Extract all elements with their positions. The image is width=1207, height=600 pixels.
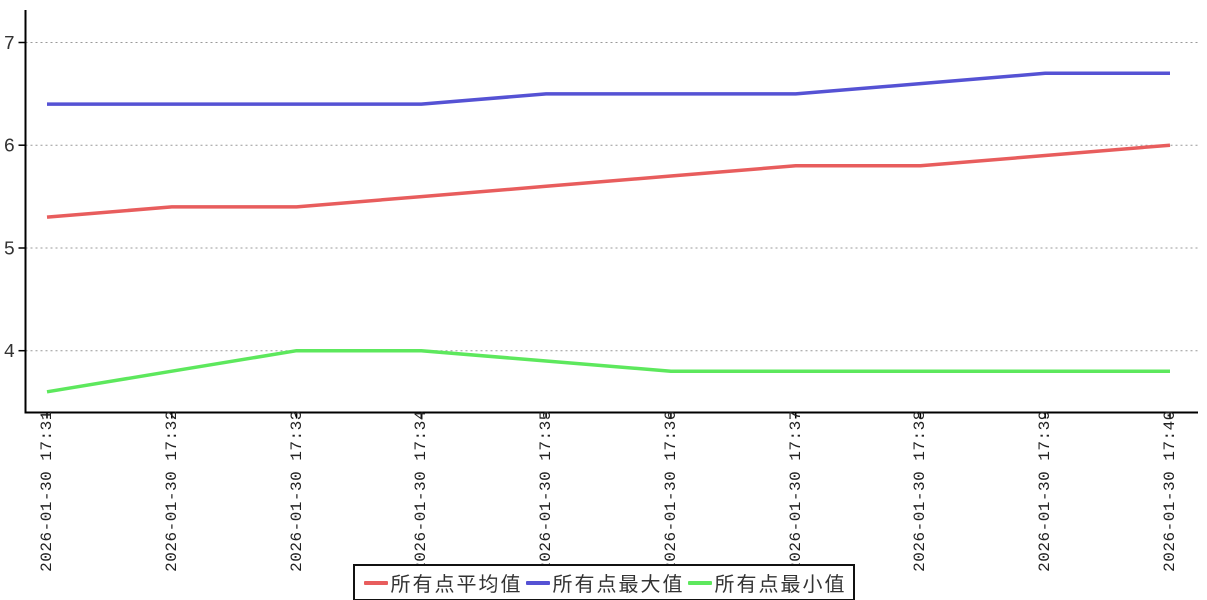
y-tick-label: 6 xyxy=(4,136,15,158)
legend-label-max: 所有点最大值 xyxy=(552,574,685,596)
y-tick-label: 4 xyxy=(4,341,15,363)
y-tick-label: 5 xyxy=(4,239,15,261)
legend-item-min[interactable]: 所有点最小值 xyxy=(685,568,847,597)
x-tick-label: 2026-01-30 17:37 xyxy=(786,410,805,572)
x-tick-label: 2026-01-30 17:33 xyxy=(287,410,306,572)
series-line-2 xyxy=(46,348,1170,394)
x-tick-label: 2026-01-30 17:35 xyxy=(537,410,556,572)
legend-dash-average-icon xyxy=(363,580,388,585)
series-line-0 xyxy=(46,143,1171,219)
x-tick-label: 2026-01-30 17:36 xyxy=(661,410,680,572)
legend-item-max[interactable]: 所有点最大值 xyxy=(523,568,685,597)
legend-dash-max-icon xyxy=(525,580,550,585)
legend-label-min: 所有点最小值 xyxy=(714,574,847,596)
chart-legend: 所有点平均值 所有点最大值 所有点最小值 xyxy=(352,564,855,600)
legend-label-average: 所有点平均值 xyxy=(390,574,523,596)
legend-dash-min-icon xyxy=(687,580,712,585)
x-tick-label: 2026-01-30 17:34 xyxy=(412,410,431,572)
x-tick-label: 2026-01-30 17:31 xyxy=(38,410,56,572)
series-line-1 xyxy=(47,71,1170,106)
x-tick-label: 2026-01-30 17:39 xyxy=(1036,410,1055,572)
legend-item-average[interactable]: 所有点平均值 xyxy=(361,568,523,597)
chart-plot-area: 7 6 5 4 xyxy=(4,10,1198,419)
x-tick-label: 2026-01-30 17:38 xyxy=(911,410,930,572)
x-tick-label: 2026-01-30 17:32 xyxy=(162,410,181,572)
x-tick-label: 2026-01-30 17:40 xyxy=(1161,410,1179,572)
y-tick-label: 7 xyxy=(4,33,15,55)
